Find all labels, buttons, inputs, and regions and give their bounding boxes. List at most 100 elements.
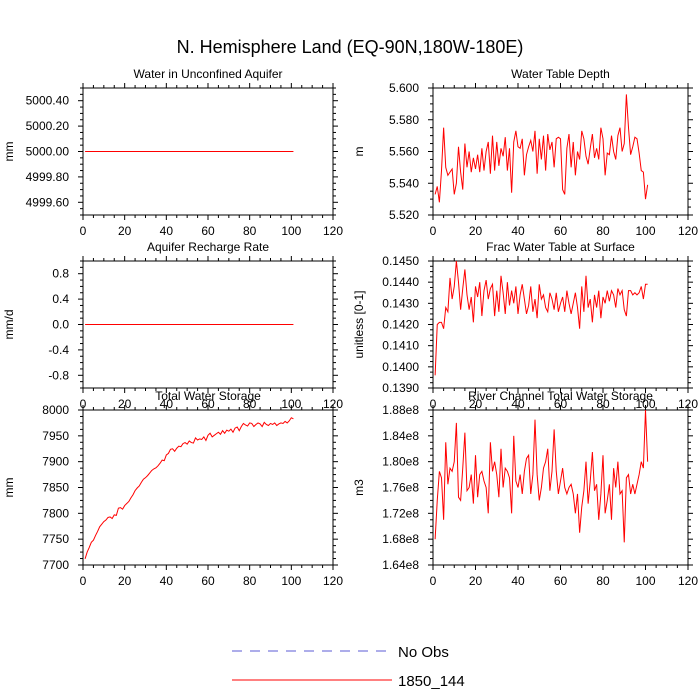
y-tick-label: 0.0	[52, 318, 69, 332]
y-tick-label: 1.76e8	[382, 481, 419, 495]
x-tick-label: 0	[80, 397, 87, 411]
x-tick-label: 0	[430, 397, 437, 411]
panel-title: River Channel Total Water Storage	[468, 389, 653, 403]
x-tick-label: 0	[80, 574, 87, 588]
y-axis-label: mm	[2, 142, 16, 162]
x-tick-label: 100	[281, 224, 301, 238]
panel-title: Total Water Storage	[155, 389, 261, 403]
y-tick-label: 0.4	[52, 292, 69, 306]
y-tick-label: 1.64e8	[382, 558, 419, 572]
y-axis-label: m3	[352, 479, 366, 496]
x-tick-label: 20	[469, 224, 483, 238]
x-tick-label: 40	[511, 397, 525, 411]
y-tick-label: 0.1410	[382, 339, 419, 353]
panel-title: Water Table Depth	[511, 67, 610, 81]
x-tick-label: 40	[511, 224, 525, 238]
y-tick-label: 5.520	[389, 208, 419, 222]
x-tick-label: 120	[678, 574, 698, 588]
x-tick-label: 100	[281, 574, 301, 588]
y-tick-label: 0.1420	[382, 318, 419, 332]
x-tick-label: 60	[201, 397, 215, 411]
x-tick-label: 60	[201, 224, 215, 238]
y-tick-label: 5.540	[389, 176, 419, 190]
y-tick-label: 4999.80	[26, 170, 70, 184]
x-tick-label: 80	[596, 397, 610, 411]
y-axis-label: unitless [0-1]	[352, 290, 366, 358]
x-tick-label: 100	[635, 224, 655, 238]
x-tick-label: 80	[596, 574, 610, 588]
y-tick-label: 5000.40	[26, 94, 70, 108]
x-tick-label: 80	[596, 224, 610, 238]
y-tick-label: 5.600	[389, 81, 419, 95]
y-tick-label: 0.1450	[382, 254, 419, 268]
y-tick-label: 8000	[42, 403, 69, 417]
y-axis-label: mm	[2, 478, 16, 498]
panel-total-water-storage: Total Water Storage 0 20 40 60 80 100 120 7700 77…	[2, 389, 343, 588]
x-tick-label: 40	[160, 574, 174, 588]
x-tick-label: 0	[80, 224, 87, 238]
y-tick-label: 7700	[42, 558, 69, 572]
y-tick-label: 0.1430	[382, 296, 419, 310]
figure-title: N. Hemisphere Land (EQ-90N,180W-180E)	[177, 37, 524, 57]
y-tick-label: 7750	[42, 532, 69, 546]
x-tick-label: 80	[243, 397, 257, 411]
x-tick-label: 40	[511, 574, 525, 588]
x-tick-label: 120	[678, 224, 698, 238]
x-tick-label: 20	[469, 397, 483, 411]
x-tick-label: 80	[243, 574, 257, 588]
x-tick-label: 120	[323, 574, 343, 588]
panel-title: Water in Unconfined Aquifer	[134, 67, 283, 81]
panel-frac-water-table-at-surface: Frac Water Table at Surface 0 20 40 60 80 100 1…	[352, 240, 698, 411]
chart-panels: Water in Unconfined Aquifer 0 20 40 60 80 100 1…	[2, 67, 698, 588]
panel-title: Aquifer Recharge Rate	[147, 240, 269, 254]
x-tick-label: 20	[118, 397, 132, 411]
x-tick-label: 60	[554, 397, 568, 411]
y-axis-label: mm/d	[2, 310, 16, 340]
y-tick-label: 1.80e8	[382, 455, 419, 469]
y-tick-label: 4999.60	[26, 195, 70, 209]
y-tick-label: 1.84e8	[382, 429, 419, 443]
plot-frame	[432, 87, 689, 216]
x-tick-label: 100	[635, 574, 655, 588]
x-tick-label: 100	[635, 397, 655, 411]
y-tick-label: 5.560	[389, 145, 419, 159]
y-tick-label: 5000.00	[26, 145, 70, 159]
x-tick-label: 120	[678, 397, 698, 411]
y-tick-label: 7900	[42, 455, 69, 469]
y-tick-label: 0.8	[52, 267, 69, 281]
x-tick-label: 60	[554, 574, 568, 588]
plot-frame	[82, 409, 334, 566]
panel-water-in-unconfined-aquifer: Water in Unconfined Aquifer 0 20 40 60 80 100 1…	[2, 67, 343, 238]
x-tick-label: 120	[323, 397, 343, 411]
y-tick-label: 1.68e8	[382, 532, 419, 546]
x-tick-label: 20	[118, 574, 132, 588]
panel-aquifer-recharge-rate: Aquifer Recharge Rate 0 20 40 60 80 100 120 -0.8…	[2, 240, 343, 411]
x-tick-label: 80	[243, 224, 257, 238]
y-tick-label: 5.580	[389, 113, 419, 127]
x-tick-label: 0	[430, 574, 437, 588]
series-line-1850-144	[434, 94, 649, 203]
y-tick-label: 0.1390	[382, 381, 419, 395]
series-line-1850-144	[434, 409, 649, 543]
x-tick-label: 20	[118, 224, 132, 238]
x-tick-label: 60	[554, 224, 568, 238]
x-tick-label: 40	[160, 397, 174, 411]
panel-title: Frac Water Table at Surface	[486, 240, 635, 254]
y-tick-label: 7850	[42, 481, 69, 495]
series-line-1850-144	[84, 417, 294, 559]
y-tick-label: 1.72e8	[382, 506, 419, 520]
plot-frame	[432, 409, 689, 566]
y-tick-label: -0.4	[48, 343, 69, 357]
y-tick-label: -0.8	[48, 368, 69, 382]
y-tick-label: 5000.20	[26, 119, 70, 133]
x-tick-label: 120	[323, 224, 343, 238]
plot-frame	[432, 260, 689, 389]
y-tick-label: 0.1400	[382, 360, 419, 374]
x-tick-label: 0	[430, 224, 437, 238]
legend: No Obs 1850_144	[232, 644, 465, 690]
x-tick-label: 100	[281, 397, 301, 411]
series-line-1850-144	[434, 260, 648, 376]
legend-label-1850-144: 1850_144	[398, 673, 465, 690]
x-tick-label: 20	[469, 574, 483, 588]
